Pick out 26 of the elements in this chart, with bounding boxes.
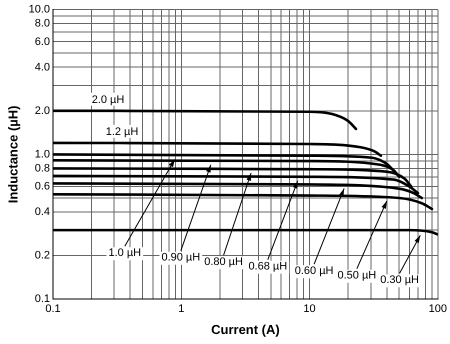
x-tick-label: 100 [428, 302, 448, 315]
annotation: 0.90 µH [161, 252, 200, 264]
x-tick-label: 1 [178, 302, 184, 315]
y-tick-label: 10.0 [28, 4, 50, 16]
annotation: 0.50 µH [337, 270, 376, 282]
series-label: 2.0 µH [92, 94, 124, 106]
y-tick-label: 0.8 [34, 162, 50, 174]
annotation: 0.30 µH [380, 274, 420, 286]
y-tick-label: 0.2 [34, 250, 50, 262]
annotation: 0.68 µH [248, 260, 288, 273]
y-tick-label: 0.4 [34, 206, 50, 218]
y-axis-title: Inductance (µH) [5, 106, 20, 204]
y-tick-label: 6.0 [34, 36, 50, 48]
x-axis-title: Current (A) [211, 322, 280, 337]
x-tick-label: 10 [303, 302, 316, 315]
y-tick-label: 2.0 [34, 104, 50, 117]
annotation: 0.60 µH [294, 265, 334, 278]
annotation: 0.80 µH [204, 256, 244, 268]
y-tick-label: 0.1 [34, 293, 50, 306]
y-tick-label: 1.0 [34, 148, 50, 160]
x-tick-label: 0.1 [45, 302, 61, 315]
annotation: 1.0 µH [108, 247, 142, 260]
y-tick-label: 8.0 [34, 18, 50, 30]
series-label: 1.2 µH [106, 126, 138, 138]
y-tick-label: 4.0 [34, 61, 50, 74]
y-tick-label: 0.6 [34, 180, 50, 193]
